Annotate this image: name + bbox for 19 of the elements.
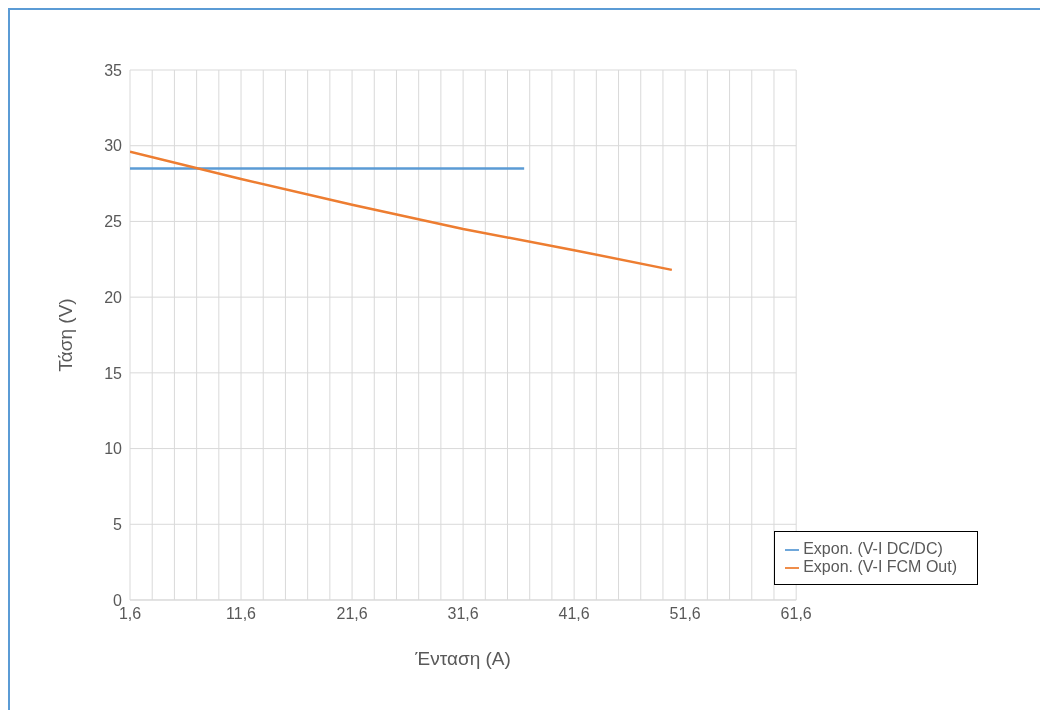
y-tick-label: 35 xyxy=(104,61,123,79)
x-tick-label: 61,6 xyxy=(780,605,812,623)
y-tick-label: 15 xyxy=(104,364,123,382)
y-axis-title: Τάση (V) xyxy=(54,298,76,372)
x-tick-label: 1,6 xyxy=(118,605,142,623)
x-axis-title: Ένταση (A) xyxy=(414,648,511,669)
x-tick-label: 11,6 xyxy=(226,605,257,623)
y-tick-label: 30 xyxy=(104,137,123,155)
y-tick-label: 25 xyxy=(104,213,123,231)
legend-label: Expon. (V-I FCM Out) xyxy=(803,558,957,575)
line-series xyxy=(130,150,674,272)
y-tick-label: 20 xyxy=(104,288,123,306)
y-tick-label: 10 xyxy=(104,440,123,458)
x-tick-label: 41,6 xyxy=(558,605,590,623)
y-tick-label: 5 xyxy=(113,515,123,533)
x-tick-label: 31,6 xyxy=(447,605,479,623)
legend-label: Expon. (V-I DC/DC) xyxy=(803,540,943,557)
x-tick-label: 21,6 xyxy=(336,605,368,623)
x-tick-label: 51,6 xyxy=(669,605,701,623)
